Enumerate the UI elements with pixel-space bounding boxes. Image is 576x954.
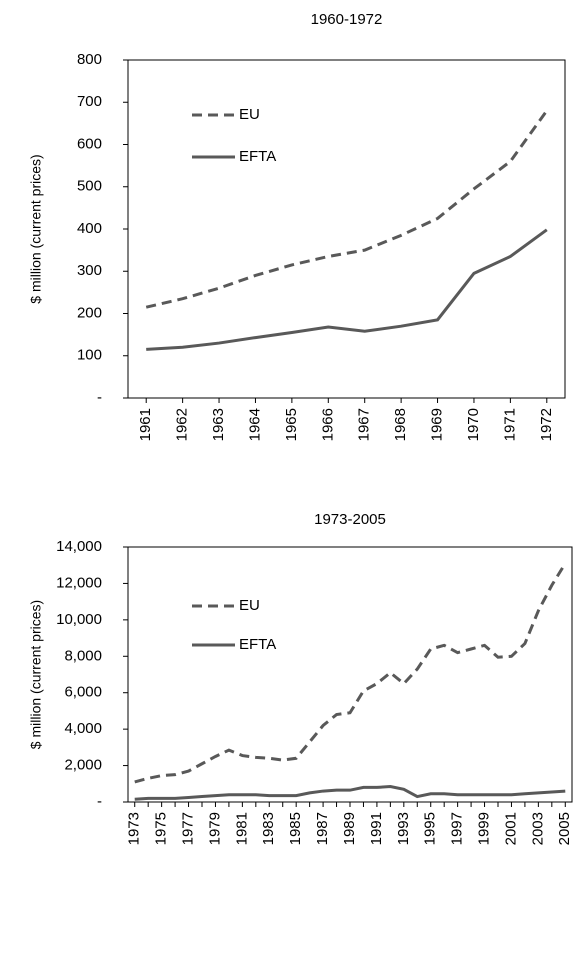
plot-frame: [127, 546, 573, 803]
y-axis-label: $ million (current prices): [28, 154, 44, 303]
x-tick-label: 1966: [319, 408, 336, 441]
line-series: [134, 562, 567, 784]
chart-title: 1973-2005: [314, 511, 386, 528]
x-tick-label: 1973: [126, 812, 143, 845]
x-tick-label: 1969: [429, 408, 446, 441]
x-tick-label: 1985: [287, 812, 304, 845]
x-tick-label: 2001: [502, 812, 519, 845]
y-tick-label: 800: [77, 51, 102, 68]
x-tick-label: 1961: [137, 408, 154, 441]
x-tick-label: 2005: [556, 812, 573, 845]
y-tick-label: 14,000: [56, 538, 102, 555]
y-tick-label: 100: [77, 347, 102, 364]
line-series: [146, 228, 548, 351]
x-tick-label: 1970: [465, 408, 482, 441]
x-tick-label: 2003: [529, 812, 546, 845]
y-tick-label: 4,000: [64, 720, 102, 737]
y-axis-label: $ million (current prices): [28, 600, 44, 749]
x-tick-label: 1968: [392, 408, 409, 441]
x-tick-label: 1983: [260, 812, 277, 845]
x-tick-label: 1963: [210, 408, 227, 441]
x-tick-label: 1964: [246, 408, 263, 441]
x-tick-label: 1967: [356, 408, 373, 441]
x-tick-label: 1987: [314, 812, 331, 845]
legend-label: EU: [239, 597, 260, 614]
y-tick-label: 600: [77, 135, 102, 152]
y-tick-label: 8,000: [64, 647, 102, 664]
x-tick-label: 1979: [206, 812, 223, 845]
x-tick-label: 1989: [341, 812, 358, 845]
x-tick-label: 1993: [395, 812, 412, 845]
y-tick-label: 300: [77, 262, 102, 279]
y-tick-label: 6,000: [64, 684, 102, 701]
x-tick-label: 1975: [153, 812, 170, 845]
legend-label: EU: [239, 106, 260, 123]
line-series: [145, 109, 549, 309]
x-tick-label: 1971: [501, 408, 518, 441]
y-tick-label: 12,000: [56, 574, 102, 591]
x-tick-label: 1981: [233, 812, 250, 845]
x-tick-label: 1991: [368, 812, 385, 845]
x-tick-label: 1977: [180, 812, 197, 845]
y-tick-label: 10,000: [56, 611, 102, 628]
x-tick-label: 1995: [422, 812, 439, 845]
x-tick-label: 1972: [538, 408, 555, 441]
y-tick-label: -: [97, 389, 102, 406]
x-tick-label: 1997: [449, 812, 466, 845]
y-tick-label: -: [97, 793, 102, 810]
y-tick-label: 700: [77, 93, 102, 110]
legend-label: EFTA: [239, 636, 276, 653]
chart-title: 1960-1972: [311, 11, 383, 28]
y-tick-label: 400: [77, 220, 102, 237]
line-series: [134, 785, 566, 801]
x-tick-label: 1999: [476, 812, 493, 845]
y-tick-label: 500: [77, 178, 102, 195]
y-tick-label: 2,000: [64, 757, 102, 774]
y-tick-label: 200: [77, 304, 102, 321]
x-tick-label: 1962: [174, 408, 191, 441]
x-tick-label: 1965: [283, 408, 300, 441]
legend-label: EFTA: [239, 148, 276, 165]
